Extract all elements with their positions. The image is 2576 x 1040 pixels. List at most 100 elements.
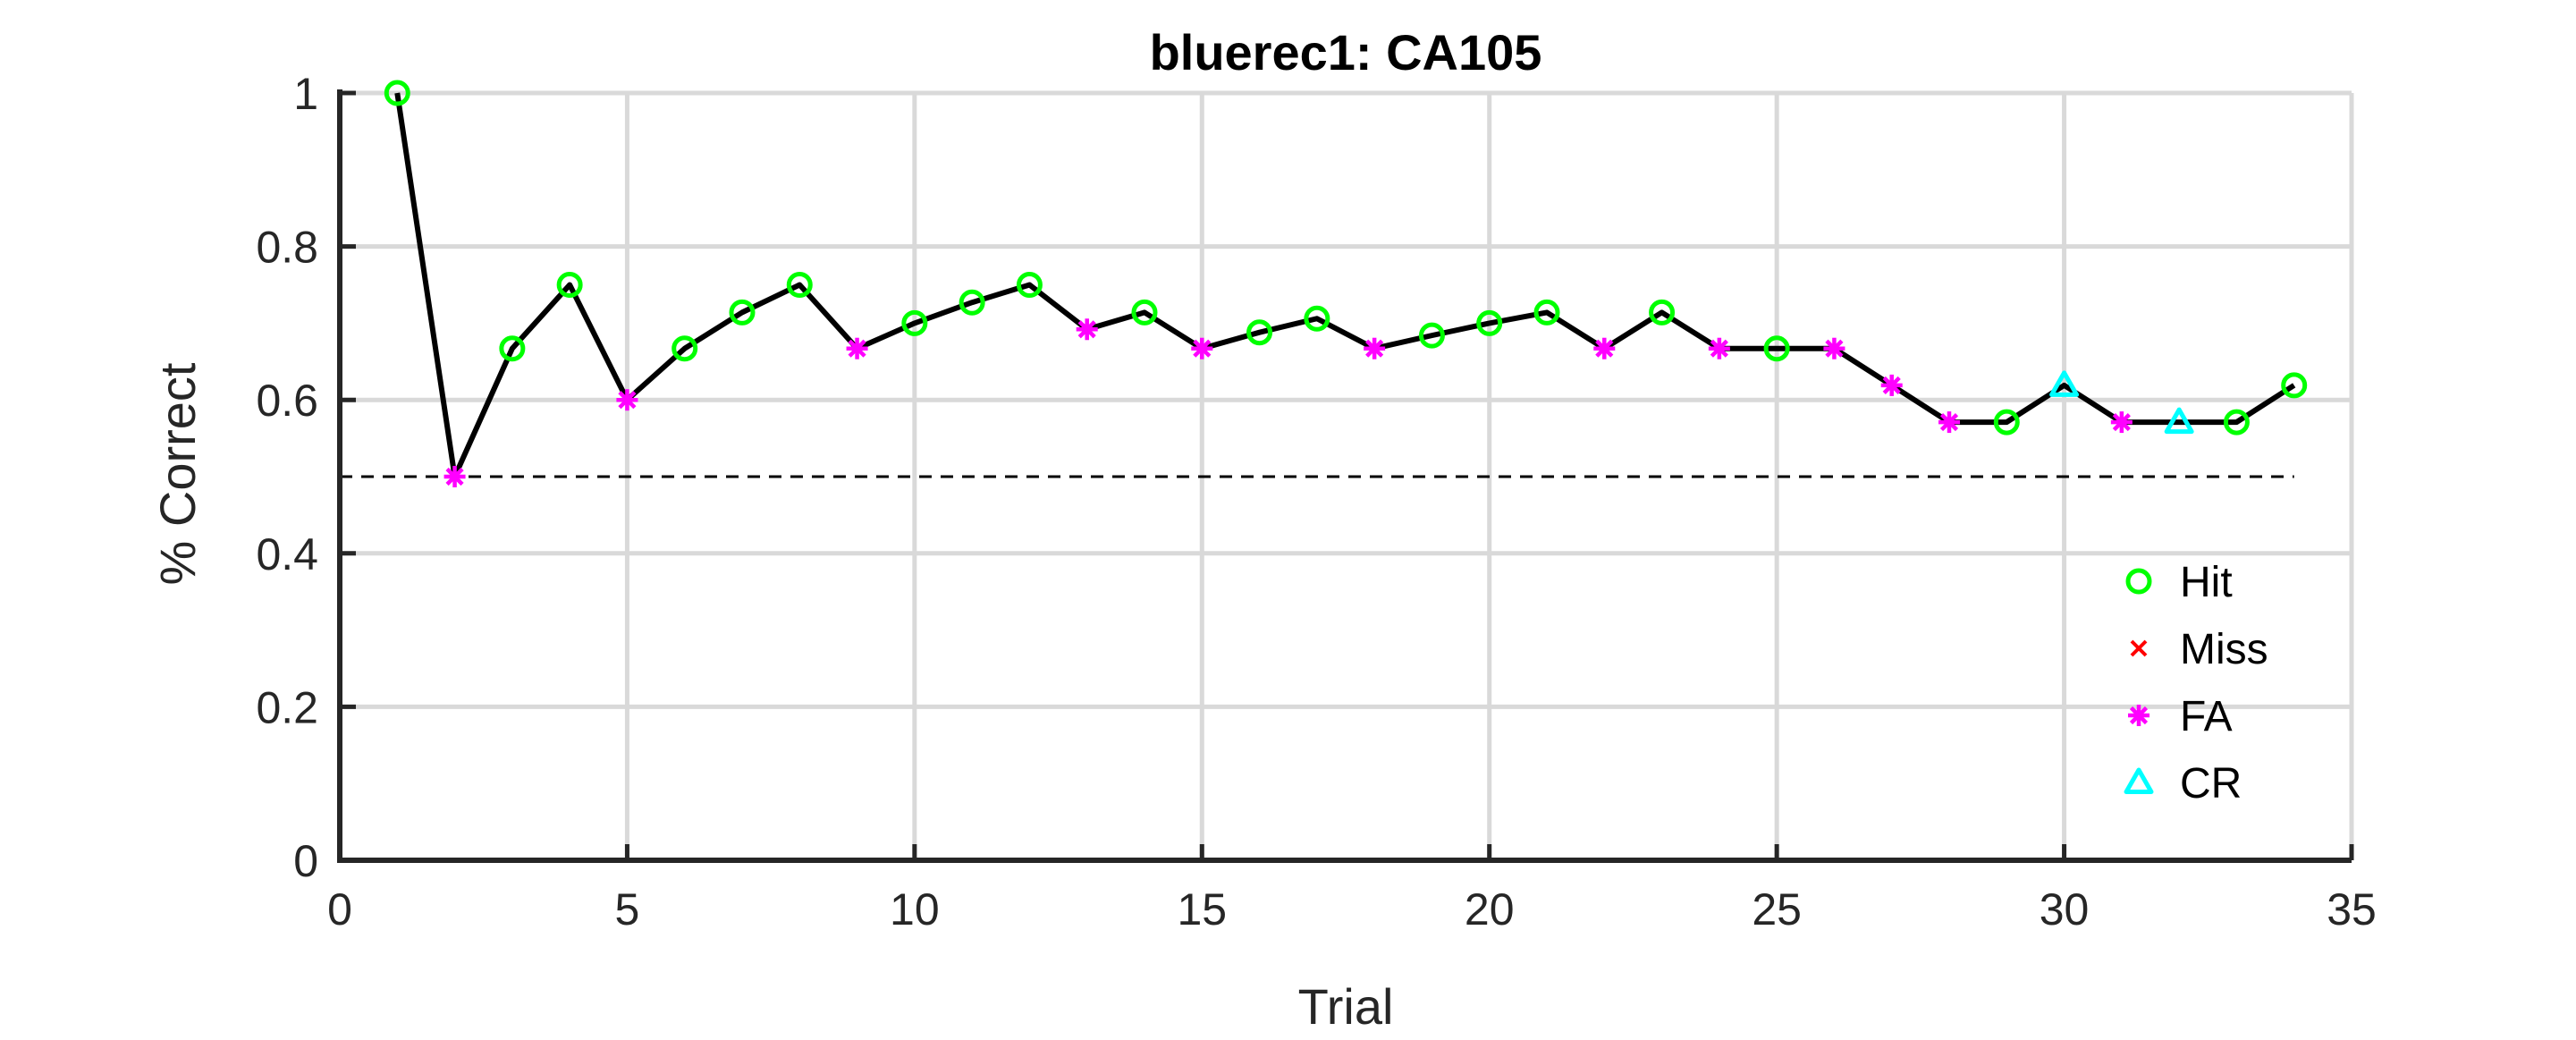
marker-shape [671,335,698,362]
data-point-fa [443,466,466,487]
data-point-hit [2281,372,2308,399]
marker-shape [2164,407,2194,435]
y-tick-label: 0.2 [256,682,318,732]
data-point-hit [1649,299,1676,326]
data-point-fa [2110,411,2133,434]
y-tick-label: 0.4 [256,529,318,579]
data-point-hit [1533,299,1560,326]
marker-shape [786,272,813,298]
marker-shape [1016,272,1043,298]
legend: Hit Miss FA CR [2124,559,2268,807]
marker-stroke [1710,339,1728,358]
marker-shape [499,335,526,362]
marker-shape [1131,299,1158,326]
data-point-fa [1364,337,1386,359]
marker-shape [384,80,410,106]
x-tick-label: 25 [1752,884,1802,934]
data-point-fa [1076,318,1098,341]
x-tick-label: 0 [327,884,352,934]
marker-shape [2281,372,2308,399]
data-point-cr [2049,370,2080,397]
data-point-hit [1131,299,1158,326]
marker-shape [901,309,928,336]
legend-marker-hit [2125,568,2152,595]
marker-shape [1246,319,1273,346]
grid [337,90,2354,863]
marker-shape [2223,409,2250,435]
data-point-hit [1016,272,1043,298]
legend-label-cr: CR [2180,760,2242,807]
data-point-fa [1708,337,1730,359]
marker-shape [1993,409,2020,435]
y-tick-label: 0.6 [256,376,318,426]
data-point-fa [616,389,638,411]
data-point-hit [671,335,698,362]
data-point-fa [1593,337,1616,359]
data-point-hit [1418,322,1445,349]
marker-stroke [1077,320,1096,339]
data-point-fa [1938,411,1960,434]
marker-shape [2124,767,2154,794]
marker-shape [1418,322,1445,349]
data-markers [384,80,2308,487]
x-tick-label: 15 [1177,884,1227,934]
legend-marker-cr [2124,767,2154,794]
x-tick-label: 5 [615,884,640,934]
data-point-hit [729,299,756,326]
y-tick-label: 0.8 [256,223,318,273]
marker-stroke [848,339,866,358]
data-point-cr [2164,407,2194,435]
marker-shape [2049,370,2080,397]
marker-stroke [1825,339,1844,358]
data-point-fa [846,337,868,359]
data-point-hit [959,289,985,316]
marker-shape [2125,568,2152,595]
tick-labels: 0 5 10 15 20 25 30 35 0 0.2 0.4 0.6 0.8 1 [256,69,2376,934]
data-point-fa [1823,337,1845,359]
data-point-hit [1476,309,1503,336]
marker-shape [1304,305,1330,332]
axes [337,89,2354,863]
data-point-hit [1993,409,2020,435]
data-point-hit [2223,409,2250,435]
marker-stroke [1365,339,1384,358]
marker-shape [1763,335,1790,362]
data-point-hit [384,80,410,106]
marker-shape [556,272,583,298]
data-point-hit [1763,335,1790,362]
data-point-hit [901,309,928,336]
legend-label-miss: Miss [2180,626,2268,673]
series-line [394,92,2296,479]
marker-stroke [2129,706,2149,725]
marker-stroke [2112,413,2131,432]
y-tick-label: 0 [293,836,318,886]
data-point-hit [1304,305,1330,332]
x-axis-title: Trial [1298,978,1394,1035]
data-point-hit [556,272,583,298]
chart-title: bluerec1: CA105 [1150,24,1542,80]
marker-shape [1533,299,1560,326]
marker-stroke [1595,339,1614,358]
data-point-fa [1191,337,1213,359]
legend-label-fa: FA [2180,693,2233,740]
data-point-hit [786,272,813,298]
x-tick-label: 30 [2040,884,2090,934]
data-point-hit [1246,319,1273,346]
marker-stroke [618,391,637,410]
legend-marker-fa [2128,705,2149,726]
data-point-fa [1880,374,1903,396]
y-tick-label: 1 [293,69,318,119]
legend-label-hit: Hit [2180,559,2233,606]
marker-shape [1476,309,1503,336]
marker-stroke [1193,339,1212,358]
marker-stroke [445,467,464,486]
marker-shape [729,299,756,326]
marker-stroke [1939,413,1959,432]
marker-stroke [2130,639,2148,657]
legend-marker-miss [2130,639,2148,657]
marker-stroke [1882,376,1901,394]
x-tick-label: 35 [2327,884,2377,934]
data-point-hit [499,335,526,362]
x-tick-label: 20 [1465,884,1515,934]
